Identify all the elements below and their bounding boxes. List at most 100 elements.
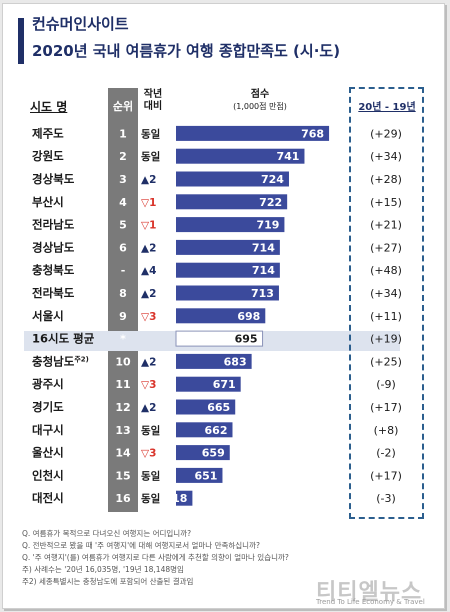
- note-question-3: Q. '주 여행지'(를) 여름휴가 여행지로 다른 사람에게 추천할 의향이 …: [22, 553, 289, 562]
- rank-value: -: [121, 264, 126, 277]
- region-label: 인천시: [32, 468, 64, 482]
- score-bar: [176, 285, 279, 301]
- score-bar: [176, 376, 241, 392]
- diff-value: (+34): [370, 150, 402, 163]
- change-indicator: 동일: [141, 469, 160, 482]
- score-value: 719: [256, 219, 279, 232]
- note-sejong: 주2) 세종특별시는 충청남도에 포함되어 산출된 결과임: [22, 577, 194, 586]
- rank-value: 11: [115, 378, 130, 391]
- diff-value: (+19): [370, 333, 402, 346]
- note-sample-size: 주) 사례수는 '20년 16,035명, '19년 18,148명임: [22, 565, 184, 574]
- score-bar: [176, 353, 252, 369]
- score-value: 659: [202, 447, 225, 460]
- diff-value: (+17): [370, 469, 402, 482]
- score-bar: [176, 148, 305, 164]
- rank-value: 6: [119, 241, 127, 254]
- score-bar: [176, 445, 230, 461]
- score-value: 618: [164, 492, 187, 505]
- diff-value: (+29): [370, 127, 402, 140]
- score-value: 671: [213, 378, 236, 391]
- score-bar: [176, 308, 266, 324]
- score-bar-average: [175, 330, 264, 347]
- score-value: 662: [205, 424, 228, 437]
- diff-value: (+11): [370, 310, 402, 323]
- score-bar: [176, 490, 193, 506]
- change-indicator: ▽3: [141, 311, 156, 323]
- note-question-2: Q. 전반적으로 봤을 때 '주 여행지'에 대해 여행지로서 얼마나 만족하십…: [22, 541, 260, 550]
- region-label: 울산시: [32, 446, 64, 460]
- score-bar: [176, 171, 289, 187]
- score-bar: [176, 125, 330, 141]
- region-footnote-mark: 주2): [74, 355, 89, 363]
- rank-value: 14: [115, 447, 131, 460]
- change-indicator: ▲2: [141, 402, 156, 414]
- diff-value: (+25): [370, 355, 402, 368]
- score-value: 714: [252, 241, 275, 254]
- rank-value: 12: [115, 401, 130, 414]
- score-bar: [176, 194, 288, 210]
- change-header-line1: 작년: [143, 89, 163, 100]
- rank-column-background: [108, 88, 138, 512]
- watermark-logo: 티티엘뉴스: [316, 580, 423, 605]
- score-bar: [176, 467, 223, 483]
- diff-value: (+27): [370, 241, 402, 254]
- diff-value: (+8): [374, 424, 399, 437]
- score-value: 768: [301, 127, 324, 140]
- watermark-tagline: Trend To Life Economy & Travel: [316, 598, 425, 606]
- brand-name: 컨슈머인사이트: [32, 15, 129, 33]
- region-label: 대전시: [32, 491, 64, 505]
- rank-value: 9: [119, 310, 127, 323]
- region-label: 충청북도: [32, 263, 75, 277]
- score-header-line1: 점수: [250, 89, 270, 100]
- change-column-header: 작년 대비: [138, 89, 168, 113]
- score-column-header: 점수 (1,000점 만점): [200, 89, 320, 113]
- change-indicator: ▲2: [141, 288, 156, 300]
- region-label: 서울시: [32, 309, 64, 323]
- change-indicator: ▽1: [141, 197, 156, 209]
- rank-value: 8: [119, 287, 127, 300]
- rank-value: *: [120, 333, 126, 346]
- change-indicator: ▽3: [141, 448, 156, 460]
- rank-value: 16: [115, 492, 131, 505]
- diff-value: (+17): [370, 401, 402, 414]
- region-label: 강원도: [32, 149, 64, 163]
- score-bar: [176, 422, 233, 438]
- change-indicator: ▲2: [141, 242, 156, 254]
- rank-value: 4: [119, 196, 127, 209]
- change-indicator: 동일: [141, 127, 160, 140]
- rank-value: 13: [115, 424, 130, 437]
- region-label: 전라북도: [32, 286, 75, 300]
- score-bar: [176, 239, 280, 255]
- change-indicator: ▲4: [141, 265, 156, 277]
- diff-value: (-3): [376, 492, 396, 505]
- rank-value: 3: [119, 173, 127, 186]
- score-bar: [176, 262, 280, 278]
- region-label: 경상북도: [32, 172, 75, 186]
- infographic-card: [2, 3, 445, 609]
- score-value: 665: [207, 401, 230, 414]
- region-label: 16시도 평균: [32, 332, 95, 346]
- diff-value: (+15): [370, 196, 402, 209]
- chart-title: 2020년 국내 여름휴가 여행 종합만족도 (시·도): [32, 42, 341, 60]
- change-indicator: ▲2: [141, 356, 156, 368]
- region-label: 경기도: [32, 400, 64, 414]
- change-indicator: 동일: [141, 150, 160, 163]
- title-accent-bar: [18, 18, 24, 64]
- rank-value: 5: [119, 219, 127, 232]
- change-indicator: ▲2: [141, 174, 156, 186]
- score-value: 695: [235, 333, 258, 346]
- diff-value: (-2): [376, 447, 396, 460]
- diff-value: (+28): [370, 173, 402, 186]
- score-value: 741: [276, 150, 299, 163]
- region-label: 충청남도주2): [32, 354, 89, 368]
- region-label: 대구시: [32, 423, 64, 437]
- score-value: 713: [251, 287, 274, 300]
- diff-column-header: 20년 - 19년: [358, 102, 416, 113]
- diff-value: (+34): [370, 287, 402, 300]
- rank-value: 1: [119, 127, 127, 140]
- change-indicator: ▽1: [141, 220, 156, 232]
- region-label: 경상남도: [32, 240, 75, 254]
- change-header-line2: 대비: [143, 101, 163, 112]
- score-bar: [176, 217, 285, 233]
